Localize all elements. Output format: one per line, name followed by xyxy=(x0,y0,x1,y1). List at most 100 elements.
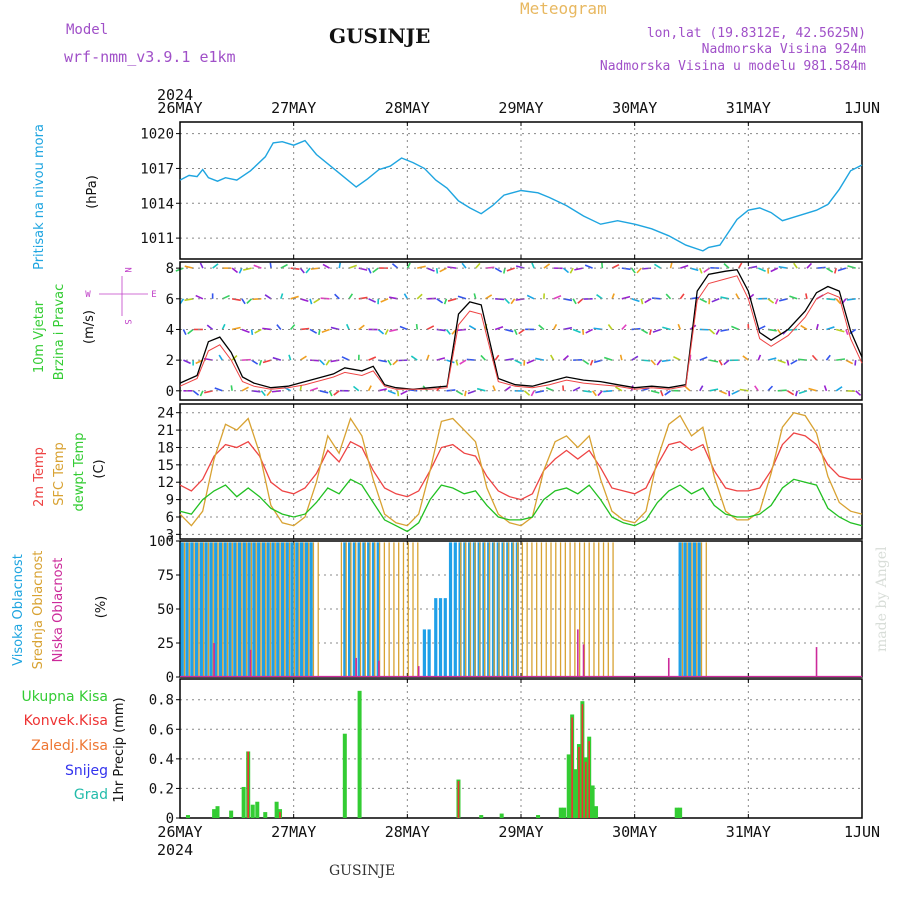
wind-ylabel-1: 10m Vjetar xyxy=(32,300,47,373)
temp-unit: (C) xyxy=(92,459,107,478)
wind-arrow xyxy=(476,387,486,392)
wind-arrow xyxy=(392,359,399,366)
wind-arrow xyxy=(368,356,377,361)
station-title: GUSINJE xyxy=(329,24,430,48)
wind-arrow xyxy=(754,385,759,392)
wind-frame xyxy=(179,261,863,401)
wind-gust-line xyxy=(179,275,863,390)
wind-arrow xyxy=(572,328,581,334)
wind-arrow xyxy=(183,359,191,365)
precip-grid: 0 0.2 0.4 0.6 0.8 xyxy=(149,679,863,827)
precip-conv-bar xyxy=(578,747,580,818)
wind-arrow xyxy=(845,329,849,336)
ytick-label: 12 xyxy=(157,475,174,491)
year-top: 2024 xyxy=(157,86,193,104)
precip-total-bar xyxy=(479,815,484,818)
ytick-label: 21 xyxy=(157,423,174,439)
wind-arrow xyxy=(680,264,689,269)
ytick-label: 24 xyxy=(157,406,174,422)
wind-arrow xyxy=(246,298,253,304)
wind-arrow xyxy=(631,298,640,303)
temp-ylabel-sfc: SFC Temp xyxy=(52,442,67,506)
wind-arrow xyxy=(825,354,831,361)
wind-arrow xyxy=(518,328,525,335)
wind-arrow xyxy=(212,263,219,269)
wind-arrow xyxy=(526,294,535,300)
wind-arrow xyxy=(504,358,514,361)
wind-arrow xyxy=(615,386,623,392)
precip-total-bar xyxy=(536,815,541,818)
wind-arrow xyxy=(288,354,292,361)
wind-arrow xyxy=(494,326,504,331)
dewpt-line xyxy=(179,478,863,533)
meteogram-label: Meteogram xyxy=(520,0,607,18)
pressure-grid: 1011 1014 1017 1020 xyxy=(140,122,863,259)
precip-frame xyxy=(179,678,863,819)
wind-arrow xyxy=(214,387,223,392)
wind-arrow xyxy=(552,323,558,330)
date-label-bottom: 29MAY xyxy=(498,823,543,841)
wind-arrow xyxy=(436,357,446,361)
temp-ylabel-dewpt: dewpt Temp xyxy=(72,432,87,511)
wind-arrow xyxy=(439,267,447,273)
wind-arrow xyxy=(206,324,214,331)
compass-south: S xyxy=(122,319,132,324)
wind-arrow xyxy=(387,359,392,366)
wind-arrow xyxy=(299,385,303,391)
wind-arrow xyxy=(715,329,720,335)
wind-speed-line xyxy=(179,268,863,390)
wind-arrow xyxy=(826,326,835,331)
wind-arrow xyxy=(480,354,487,361)
wind-arrow xyxy=(461,262,467,269)
wind-arrow xyxy=(415,323,419,330)
model-elevation-text: Nadmorska Visina u modelu 981.584m xyxy=(600,59,866,74)
wind-arrow xyxy=(238,267,243,274)
wind-arrow xyxy=(835,298,842,305)
wind-arrow xyxy=(231,354,238,361)
wind-arrow xyxy=(531,262,535,269)
wind-arrow xyxy=(806,262,813,269)
ytick-label: 1011 xyxy=(140,231,174,247)
wind-arrow xyxy=(403,293,409,300)
precip-ylabel: 1hr Precip (mm) xyxy=(112,697,127,802)
wind-arrow xyxy=(535,390,545,394)
wind-arrow xyxy=(313,298,321,304)
precip-conv-bar xyxy=(584,761,587,818)
wind-arrow xyxy=(731,325,740,331)
ytick-label: 0.2 xyxy=(149,781,174,797)
wind-arrow xyxy=(562,355,569,361)
wind-arrow xyxy=(673,355,681,361)
wind-arrow xyxy=(545,387,554,392)
wind-arrow xyxy=(684,385,691,392)
wind-arrow xyxy=(611,293,615,300)
precip-conv-bar xyxy=(279,812,281,818)
date-label-top: 1JUN xyxy=(844,99,880,117)
wind-arrow xyxy=(636,267,642,274)
wind-arrow xyxy=(280,293,284,300)
footer-station: GUSINJE xyxy=(329,863,395,879)
cloud-ylabel-mid: Srednja Oblacnost xyxy=(31,551,46,670)
ytick-label: 1020 xyxy=(140,127,174,143)
wind-arrow xyxy=(195,294,204,300)
wind-arrow xyxy=(845,359,854,365)
wind-arrow xyxy=(494,267,503,273)
ytick-label: 6 xyxy=(166,292,174,308)
wind-arrow xyxy=(367,267,372,274)
ytick-label: 100 xyxy=(149,534,174,550)
wind-arrow xyxy=(619,354,623,361)
wind-arrow xyxy=(723,359,730,366)
wind-arrow xyxy=(660,390,664,397)
wind-arrow xyxy=(747,293,755,300)
wind-arrow xyxy=(703,267,710,273)
wind-arrow xyxy=(770,267,779,273)
wind-arrow xyxy=(348,293,354,300)
wind-arrow xyxy=(468,325,477,331)
ytick-label: 50 xyxy=(157,602,174,618)
wind-arrow xyxy=(445,328,451,335)
pressure-unit: (hPa) xyxy=(85,175,100,209)
wind-arrow xyxy=(322,263,330,269)
cloud-unit: (%) xyxy=(94,596,109,619)
wind-arrow xyxy=(241,328,250,334)
legend-grad: Grad xyxy=(74,787,108,803)
